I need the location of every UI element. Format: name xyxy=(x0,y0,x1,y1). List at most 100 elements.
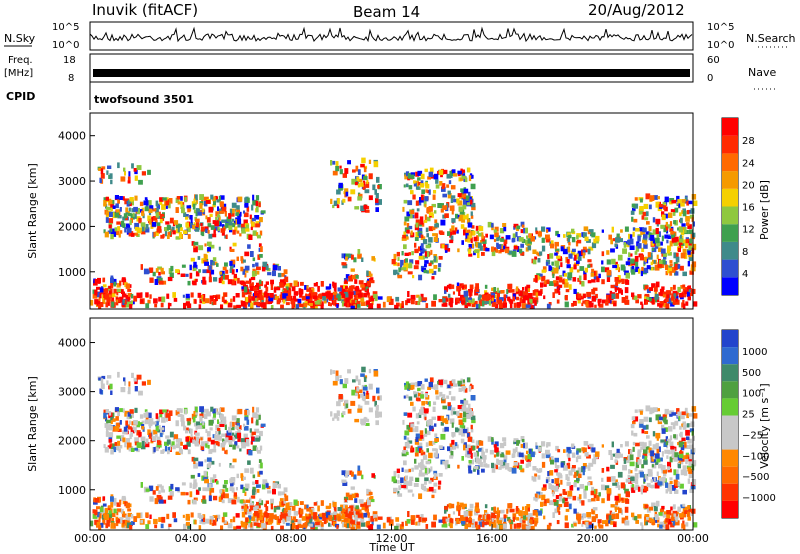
power-cell xyxy=(186,226,191,233)
velocity-cell xyxy=(152,421,157,425)
velocity-cell xyxy=(634,409,638,413)
velocity-cell xyxy=(403,480,409,486)
velocity-cell xyxy=(108,510,112,515)
colorbar-tick: 4 xyxy=(742,269,748,280)
velocity-cell xyxy=(109,425,113,431)
power-cell xyxy=(127,180,131,184)
velocity-cell xyxy=(483,463,488,468)
velocity-cell xyxy=(206,431,211,437)
colorbar-swatch xyxy=(722,206,738,225)
velocity-cell xyxy=(193,462,198,469)
velocity-cell xyxy=(191,456,195,462)
velocity-cell xyxy=(434,423,437,427)
velocity-cell xyxy=(321,512,326,518)
velocity-cell xyxy=(301,516,307,521)
power-cell xyxy=(430,260,434,265)
velocity-cell xyxy=(664,408,669,415)
velocity-cell xyxy=(244,468,250,473)
velocity-cell xyxy=(219,407,225,412)
power-cell xyxy=(493,287,496,293)
power-cell xyxy=(251,222,255,227)
velocity-cell xyxy=(306,504,309,510)
power-cell xyxy=(463,229,466,236)
power-cell xyxy=(252,257,256,262)
power-cell xyxy=(692,221,695,227)
power-cell xyxy=(468,229,471,233)
power-cell xyxy=(659,303,663,308)
velocity-cell xyxy=(629,454,634,461)
power-cell xyxy=(155,212,159,218)
power-cell xyxy=(115,203,119,209)
velocity-cell xyxy=(520,436,525,441)
velocity-cell xyxy=(681,437,686,441)
power-cell xyxy=(553,280,557,284)
velocity-cell xyxy=(348,513,352,519)
power-cell xyxy=(151,216,154,223)
velocity-cell xyxy=(618,507,622,514)
velocity-cell xyxy=(419,518,424,523)
velocity-cell xyxy=(650,518,654,524)
velocity-cell xyxy=(218,496,223,502)
velocity-cell xyxy=(653,407,658,412)
velocity-cell xyxy=(277,483,281,489)
velocity-cell xyxy=(424,393,428,398)
power-cell xyxy=(568,253,573,259)
velocity-cell xyxy=(542,484,547,490)
power-cell xyxy=(551,240,554,246)
power-cell xyxy=(211,244,215,249)
power-cell xyxy=(258,296,264,301)
power-cell xyxy=(646,258,649,264)
power-cell xyxy=(520,252,525,256)
power-cell xyxy=(654,293,659,300)
velocity-cell xyxy=(145,524,150,529)
velocity-cell xyxy=(351,389,356,396)
power-cell xyxy=(567,246,571,252)
velocity-cell xyxy=(393,470,397,477)
velocity-cell xyxy=(187,499,191,505)
velocity-cell xyxy=(482,455,487,460)
power-cell xyxy=(322,296,326,301)
velocity-cell xyxy=(131,372,134,378)
velocity-cell xyxy=(446,395,450,399)
velocity-cell xyxy=(661,451,664,457)
velocity-cell xyxy=(133,377,137,382)
power-cell xyxy=(403,262,409,268)
velocity-cell xyxy=(123,377,126,382)
power-cell xyxy=(360,182,364,187)
velocity-cell xyxy=(154,524,158,529)
power-cell xyxy=(627,239,631,246)
velocity-cell xyxy=(351,520,356,526)
velocity-cell xyxy=(352,510,357,515)
velocity-cell xyxy=(463,405,466,409)
ytick-label: 2000 xyxy=(58,220,86,233)
power-cell xyxy=(151,221,157,227)
power-cell xyxy=(149,294,152,299)
power-cell xyxy=(438,169,443,176)
power-cell xyxy=(588,229,594,233)
colorbar-swatch xyxy=(722,241,738,260)
power-cell xyxy=(180,201,183,207)
velocity-cell xyxy=(244,409,247,416)
velocity-cell xyxy=(413,391,416,395)
velocity-cell xyxy=(306,508,311,512)
velocity-cell xyxy=(285,522,290,526)
velocity-cell xyxy=(684,408,688,413)
power-cell xyxy=(535,230,539,235)
power-cell xyxy=(363,204,368,210)
power-cell xyxy=(640,231,646,235)
velocity-cell xyxy=(190,433,193,438)
velocity-cell xyxy=(578,494,582,500)
velocity-cell xyxy=(116,511,119,516)
velocity-cell xyxy=(447,384,451,388)
velocity-cell xyxy=(189,428,193,434)
velocity-cell xyxy=(622,464,627,471)
power-cell xyxy=(470,202,476,208)
velocity-cell xyxy=(231,487,235,493)
power-cell xyxy=(237,277,240,284)
velocity-cell xyxy=(173,434,179,439)
power-cell xyxy=(468,289,473,293)
power-cell xyxy=(204,243,207,247)
velocity-cell xyxy=(476,445,480,449)
velocity-cell xyxy=(362,503,368,510)
velocity-cell xyxy=(656,448,660,455)
